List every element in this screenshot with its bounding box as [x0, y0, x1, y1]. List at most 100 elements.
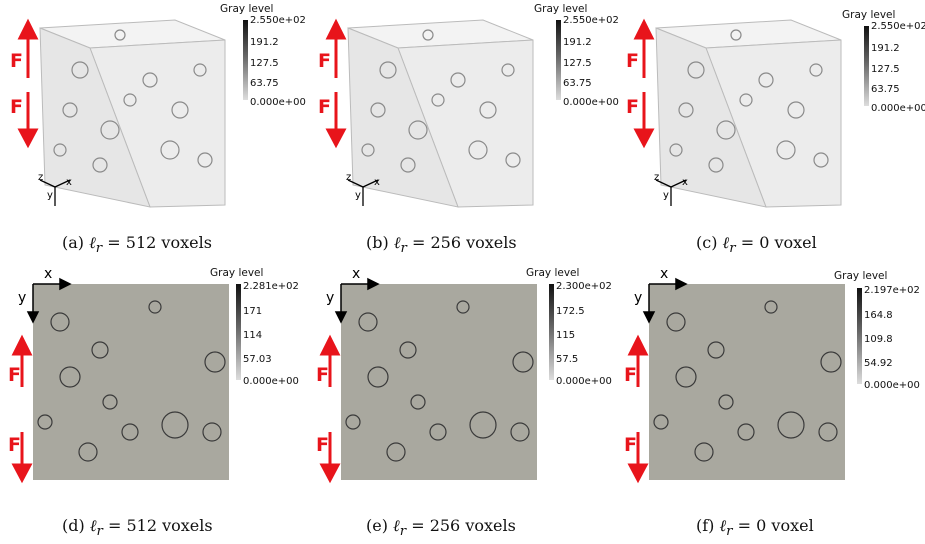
axis-triad — [655, 179, 687, 206]
force-arrows — [319, 334, 341, 484]
colorbar-tick-max: 2.197e+02 — [864, 285, 920, 296]
colorbar-tick-min: 0.000e+00 — [864, 380, 920, 391]
axis-label-x: x — [352, 266, 361, 282]
colorbar-tick-max: 2.550e+02 — [250, 15, 306, 26]
cube-render-c — [633, 18, 842, 208]
colorbar-title: Gray level — [834, 270, 888, 282]
colorbar-tick: 54.92 — [864, 358, 893, 369]
panel-a: F F z y x Gray level 2.550e+02 191.2 127… — [0, 0, 310, 260]
colorbar-tick: 57.03 — [243, 354, 272, 365]
colorbar-tick: 164.8 — [864, 310, 893, 321]
colorbar-tick: 171 — [243, 306, 263, 317]
axis-label-x: x — [44, 266, 53, 282]
force-label-down: F — [318, 96, 331, 118]
force-label-up: F — [10, 50, 23, 72]
force-label-down: F — [624, 434, 637, 456]
force-label-up: F — [8, 364, 21, 386]
colorbar-tick-min: 0.000e+00 — [563, 97, 619, 108]
axis-label-z: z — [346, 172, 352, 183]
force-label-down: F — [626, 96, 639, 118]
colorbar-tick: 109.8 — [864, 334, 893, 345]
caption-f: (f) ℓr = 0 voxel — [696, 516, 814, 540]
pore-marks — [669, 29, 829, 173]
force-arrows — [325, 18, 347, 149]
panel-c: F F z y x Gray level 2.550e+02 191.2 127… — [616, 0, 925, 260]
axis-label-y: y — [663, 190, 669, 201]
axis-triad — [347, 179, 379, 206]
pore-marks — [53, 29, 213, 173]
panel-d: x y F F Gray level 2.281e+02 171 114 57.… — [0, 262, 310, 544]
colorbar-tick: 191.2 — [871, 43, 900, 54]
colorbar-tick: 115 — [556, 330, 576, 341]
colorbar-tick-min: 0.000e+00 — [243, 376, 299, 387]
caption-a: (a) ℓr = 512 voxels — [62, 233, 212, 257]
axis-label-x: x — [660, 266, 669, 282]
axis-label-x: x — [374, 177, 380, 188]
colorbar — [236, 284, 241, 380]
caption-c: (c) ℓr = 0 voxel — [696, 233, 817, 257]
colorbar-tick: 127.5 — [871, 64, 900, 75]
colorbar — [556, 20, 561, 100]
colorbar — [243, 20, 248, 100]
axis-arrows — [334, 277, 380, 324]
pore-marks — [37, 300, 226, 462]
colorbar-tick: 127.5 — [563, 58, 592, 69]
colorbar-title: Gray level — [842, 9, 896, 21]
caption-d: (d) ℓr = 512 voxels — [62, 516, 213, 540]
colorbar-title: Gray level — [220, 3, 274, 15]
force-label-down: F — [316, 434, 329, 456]
colorbar-tick: 191.2 — [563, 37, 592, 48]
axis-label-y: y — [355, 190, 361, 201]
panel-f: x y F F Gray level 2.197e+02 164.8 109.8… — [616, 262, 925, 544]
force-label-down: F — [8, 434, 21, 456]
axis-arrows — [26, 277, 72, 324]
colorbar — [864, 26, 869, 106]
force-label-up: F — [624, 364, 637, 386]
colorbar-tick: 63.75 — [871, 84, 900, 95]
force-label-up: F — [626, 50, 639, 72]
force-label-down: F — [10, 96, 23, 118]
axis-label-z: z — [38, 172, 44, 183]
colorbar-tick: 191.2 — [250, 37, 279, 48]
force-arrows — [627, 334, 649, 484]
force-arrows — [11, 334, 33, 484]
force-label-up: F — [316, 364, 329, 386]
force-arrows — [633, 18, 655, 149]
colorbar-tick: 127.5 — [250, 58, 279, 69]
slice-render-d — [11, 277, 229, 484]
axis-label-y: y — [634, 290, 643, 306]
colorbar-title: Gray level — [210, 267, 264, 279]
slice-render-f — [627, 277, 845, 484]
colorbar-tick: 172.5 — [556, 306, 585, 317]
axis-label-z: z — [654, 172, 660, 183]
axis-triad — [39, 179, 71, 206]
axis-label-x: x — [682, 177, 688, 188]
slice-render-e — [319, 277, 537, 484]
caption-b: (b) ℓr = 256 voxels — [366, 233, 517, 257]
axis-label-y: y — [18, 290, 27, 306]
axis-label-y: y — [47, 190, 53, 201]
colorbar-title: Gray level — [534, 3, 588, 15]
colorbar — [549, 284, 554, 380]
colorbar-tick-max: 2.550e+02 — [563, 15, 619, 26]
caption-e: (e) ℓr = 256 voxels — [366, 516, 516, 540]
colorbar-tick-min: 0.000e+00 — [871, 103, 925, 114]
force-arrows — [17, 18, 39, 149]
cube-render-a — [17, 18, 226, 208]
colorbar-tick: 63.75 — [563, 78, 592, 89]
panel-e: x y F F Gray level 2.300e+02 172.5 115 5… — [308, 262, 618, 544]
panel-b: F F z y x Gray level 2.550e+02 191.2 127… — [308, 0, 619, 260]
pore-marks — [653, 300, 842, 462]
pore-marks — [345, 300, 534, 462]
axis-label-x: x — [66, 177, 72, 188]
colorbar-title: Gray level — [526, 267, 580, 279]
colorbar — [857, 288, 862, 384]
colorbar-tick-min: 0.000e+00 — [556, 376, 612, 387]
colorbar-tick-min: 0.000e+00 — [250, 97, 306, 108]
cube-render-b — [325, 18, 534, 208]
colorbar-tick-max: 2.281e+02 — [243, 281, 299, 292]
colorbar-tick-max: 2.550e+02 — [871, 21, 925, 32]
colorbar-tick-max: 2.300e+02 — [556, 281, 612, 292]
axis-arrows — [642, 277, 688, 324]
axis-label-y: y — [326, 290, 335, 306]
